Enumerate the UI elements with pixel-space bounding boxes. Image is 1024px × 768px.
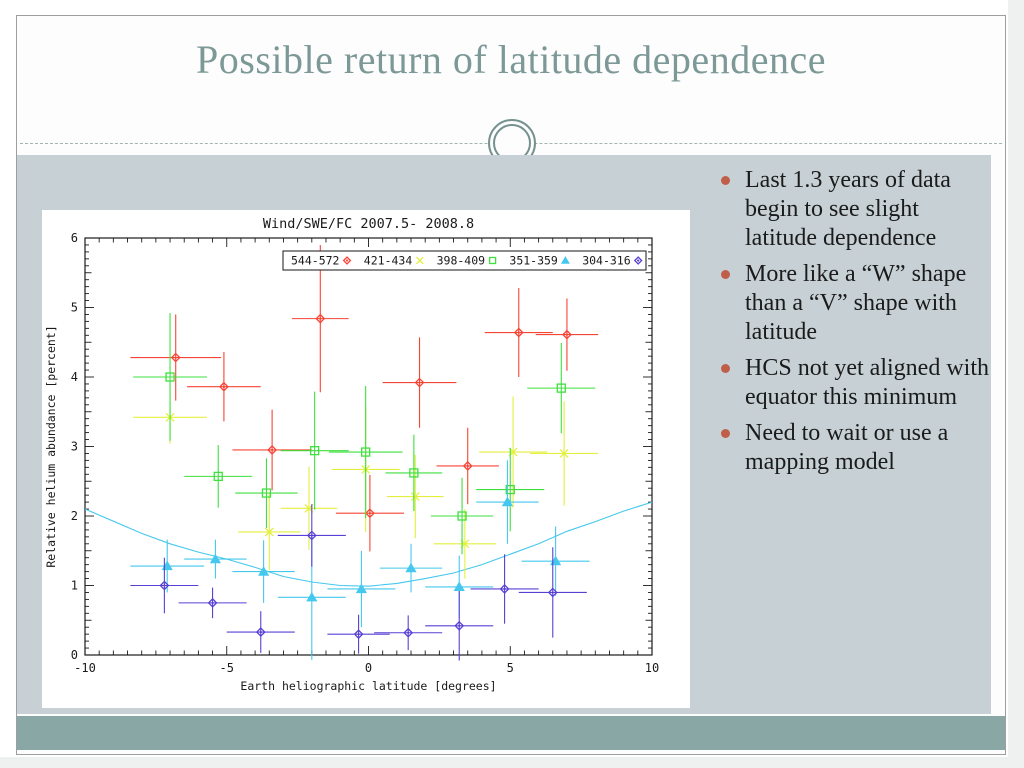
svg-text:5: 5	[507, 661, 514, 675]
bottom-accent-band	[17, 716, 1005, 750]
svg-text:-5: -5	[220, 661, 234, 675]
bullet-column: Last 1.3 years of data begin to see slig…	[714, 166, 996, 484]
svg-text:351-359: 351-359	[509, 254, 558, 268]
chart-panel: -10 -5 0 5 10 0 1 2 3 4 5 6 Wind/SWE/FC 2007.5- 2008…	[42, 210, 690, 708]
slide: Possible return of latitude dependence -…	[16, 15, 1006, 755]
bullet-dot-icon	[721, 270, 730, 279]
bullet-dot-icon	[721, 364, 730, 373]
bullet-item: More like a “W” shape than a “V” shape w…	[714, 260, 996, 347]
bullet-dot-icon	[721, 176, 730, 185]
bullet-text: HCS not yet aligned with equator this mi…	[745, 355, 989, 410]
svg-text:Relative helium abundance [per: Relative helium abundance [percent]	[44, 325, 58, 567]
svg-text:0: 0	[365, 661, 372, 675]
bullet-text: Need to wait or use a mapping model	[745, 420, 949, 475]
svg-text:6: 6	[71, 231, 78, 245]
svg-text:544-572: 544-572	[291, 254, 339, 268]
svg-text:Wind/SWE/FC 2007.5- 2008.8: Wind/SWE/FC 2007.5- 2008.8	[263, 216, 474, 232]
svg-text:2: 2	[71, 509, 78, 523]
bullet-item: Last 1.3 years of data begin to see slig…	[714, 166, 996, 253]
bullet-text: More like a “W” shape than a “V” shape w…	[745, 261, 967, 345]
svg-text:304-316: 304-316	[582, 254, 631, 268]
slide-title: Possible return of latitude dependence	[196, 37, 826, 82]
page-margin-right	[1008, 0, 1024, 768]
svg-text:Earth heliographic latitude [d: Earth heliographic latitude [degrees]	[240, 679, 496, 693]
svg-text:421-434: 421-434	[364, 254, 413, 268]
bullet-text: Last 1.3 years of data begin to see slig…	[745, 167, 951, 251]
bullet-dot-icon	[721, 429, 730, 438]
svg-text:10: 10	[645, 661, 659, 675]
svg-text:398-409: 398-409	[437, 254, 486, 268]
svg-text:5: 5	[71, 301, 78, 315]
bullet-item: Need to wait or use a mapping model	[714, 419, 996, 477]
page-margin-bottom	[0, 757, 1024, 768]
svg-text:4: 4	[71, 370, 78, 384]
svg-text:0: 0	[71, 648, 78, 662]
svg-text:-10: -10	[74, 661, 96, 675]
svg-text:3: 3	[71, 440, 78, 454]
bullet-item: HCS not yet aligned with equator this mi…	[714, 354, 996, 412]
bullet-list: Last 1.3 years of data begin to see slig…	[714, 166, 996, 477]
helium-abundance-chart: -10 -5 0 5 10 0 1 2 3 4 5 6 Wind/SWE/FC 2007.5- 2008…	[44, 216, 659, 693]
svg-text:1: 1	[71, 579, 78, 593]
